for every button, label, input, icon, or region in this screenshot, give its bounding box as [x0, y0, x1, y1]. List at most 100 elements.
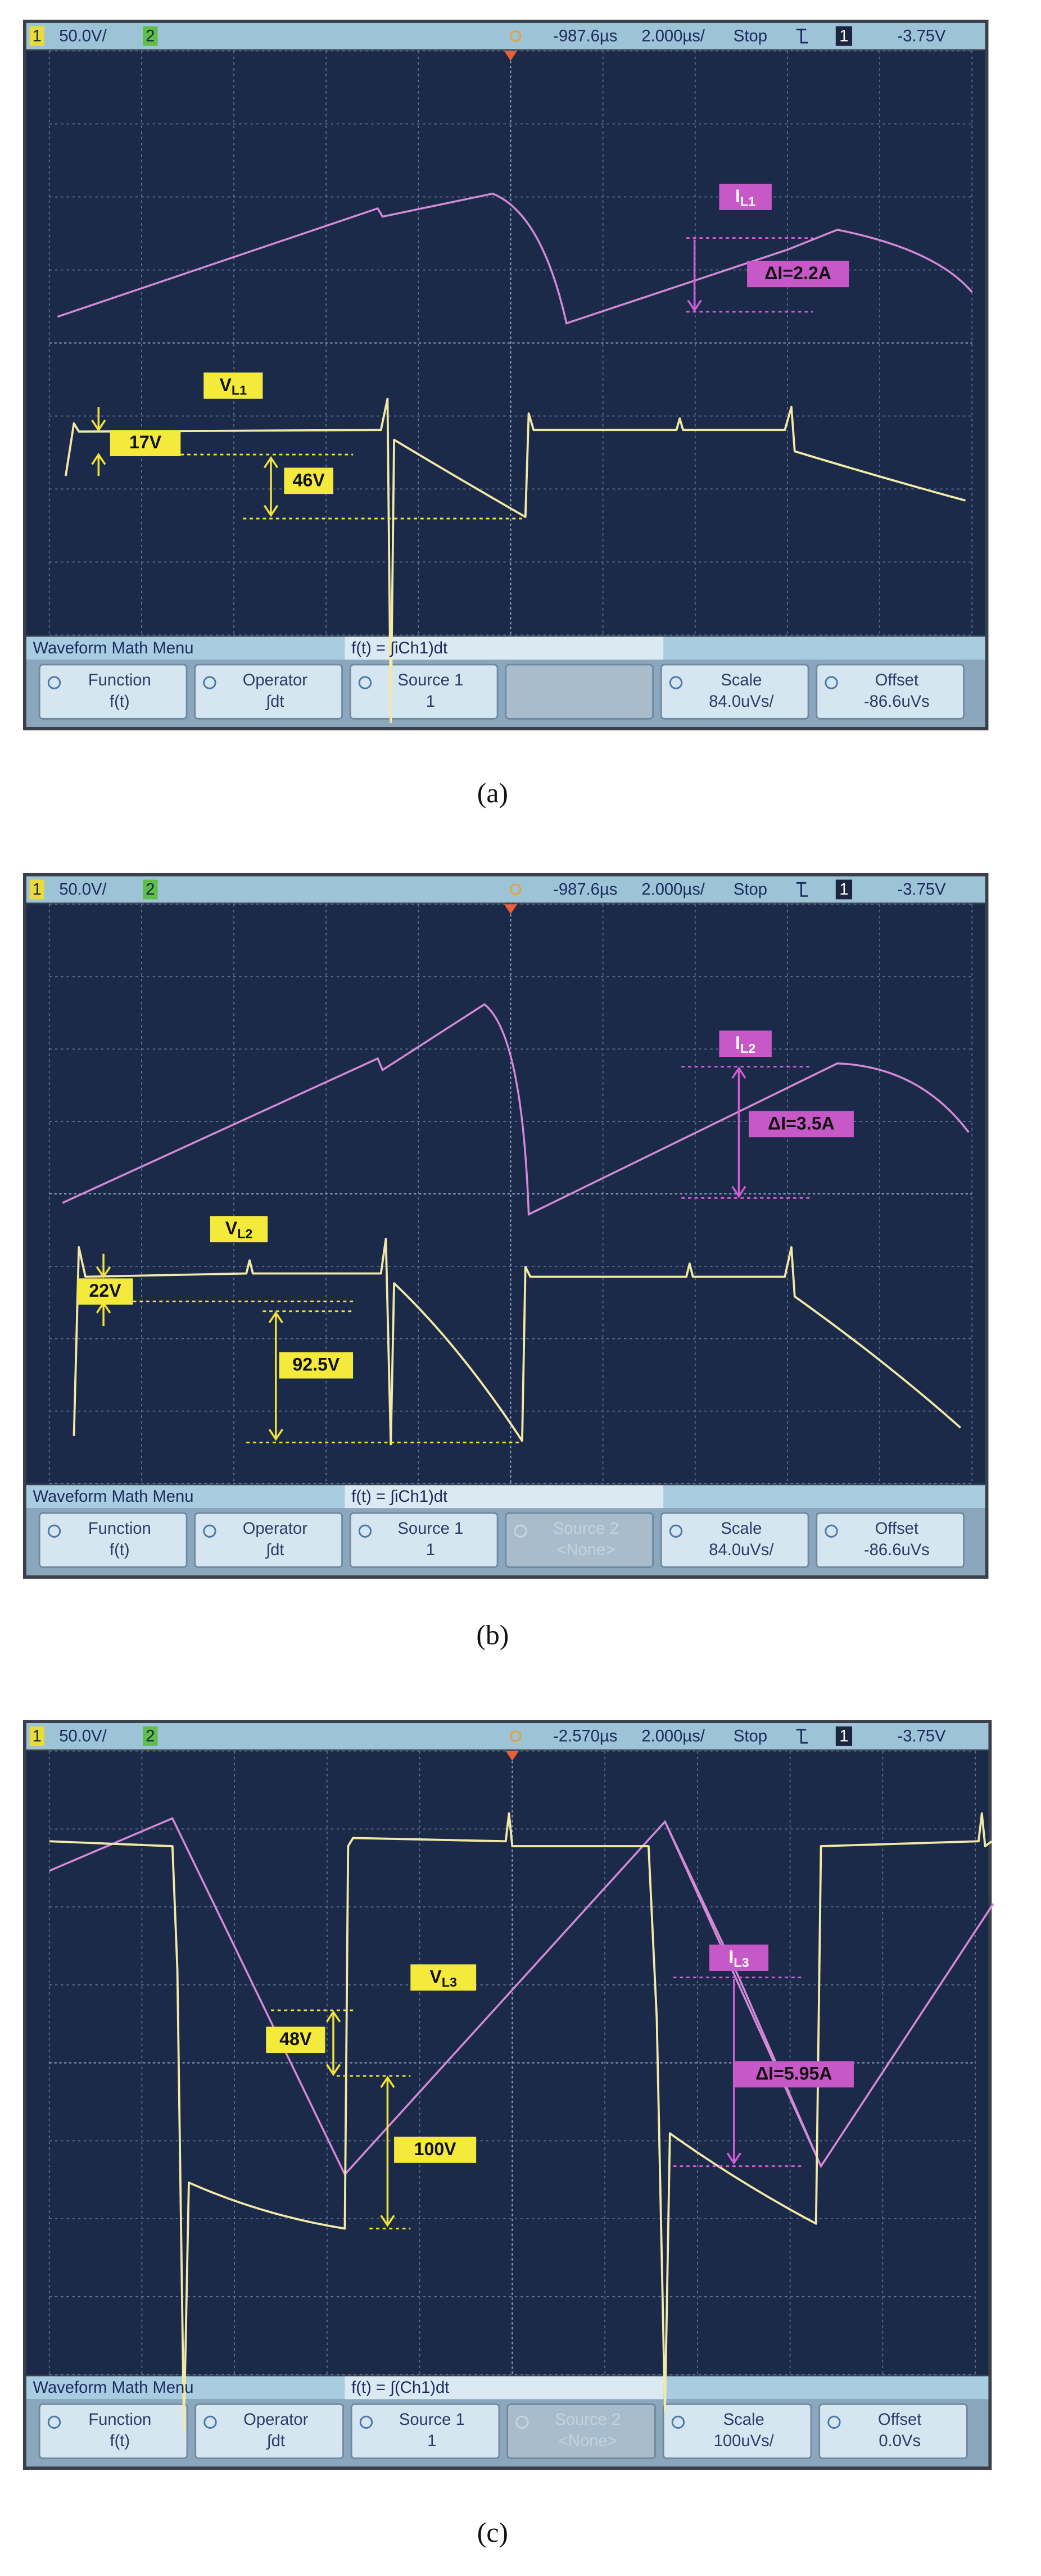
softkey-value: -86.6uVs — [864, 693, 930, 711]
annotation-text: I — [728, 1947, 734, 1968]
annotation-text: V — [219, 375, 232, 395]
softkey-value: 84.0uVs/ — [709, 693, 774, 711]
guide-line — [681, 1066, 813, 1199]
status-trigger-source: 1 — [839, 27, 848, 45]
softkey-name: Offset — [875, 671, 918, 689]
softkey-value: f(t) — [110, 1541, 130, 1559]
annotation-text: V — [225, 1219, 238, 1239]
softkey — [349, 664, 499, 720]
softkey-name: Function — [88, 671, 151, 689]
annotation-text: 46V — [293, 470, 325, 490]
channel-box — [143, 879, 158, 899]
current-trace — [57, 192, 973, 325]
softkey — [349, 1512, 499, 1568]
softkey-name: Source 2 — [555, 2411, 621, 2429]
softkey-icon — [47, 676, 61, 689]
guide-line — [180, 453, 522, 520]
softkey — [194, 1512, 343, 1568]
annotation-box — [719, 184, 772, 210]
softkey-name: Source 1 — [397, 671, 463, 689]
status-level: -3.75V — [898, 880, 947, 898]
annotation-box — [410, 1964, 477, 1991]
menu-title: Waveform Math Menu — [33, 639, 193, 657]
status-scale: 50.0V/ — [59, 27, 107, 45]
annotation-box — [203, 372, 263, 399]
arrow — [91, 407, 279, 517]
annotation-text: 22V — [89, 1281, 121, 1301]
annotation-subscript: L3 — [442, 1975, 457, 1989]
status-trigger-source: 1 — [839, 880, 848, 898]
guide-line — [673, 1977, 805, 2168]
arrow — [687, 239, 702, 312]
current-trace — [62, 1003, 970, 1216]
softkey-value: 1 — [427, 2432, 436, 2450]
softkey — [660, 1512, 809, 1568]
sun-icon — [510, 30, 522, 42]
annotation-box — [709, 1945, 769, 1971]
softkey — [660, 664, 809, 720]
status-ch1: 1 — [33, 880, 42, 898]
annotation-subscript: L1 — [740, 194, 755, 209]
status-bar — [26, 876, 985, 903]
voltage-trace — [73, 1238, 962, 1446]
softkey-icon — [514, 1524, 527, 1538]
status-level: -3.75V — [898, 1728, 947, 1746]
formula-box — [345, 2376, 664, 2400]
sun-icon — [510, 1730, 522, 1742]
softkey-value: 100uVs/ — [714, 2432, 775, 2450]
annotation-box — [210, 1216, 268, 1243]
labels: 1 50.0V/2 -987.6µs 2.000µs/Stop 1 -3.75V Wavef… — [33, 27, 946, 2548]
annotation-subscript: L1 — [232, 383, 247, 398]
softkey-icon — [358, 1524, 372, 1538]
softkey-value: 84.0uVs/ — [709, 1541, 774, 1559]
softkey-name: Operator — [243, 1520, 307, 1538]
channel-box — [835, 26, 853, 46]
arrow — [325, 2010, 395, 2227]
screens — [22, 20, 992, 2470]
annotation: IL3 — [728, 1947, 749, 1970]
softkey-icon — [203, 676, 216, 689]
annotation-text: 100V — [414, 2139, 457, 2159]
screen — [26, 904, 985, 1484]
status-ch2: 2 — [146, 880, 155, 898]
status-timebase: 2.000µs/ — [641, 880, 705, 898]
status-delay: -987.6µs — [553, 880, 617, 898]
channel-box — [29, 26, 44, 46]
trigger-marker — [504, 51, 518, 61]
trigger-marker — [504, 904, 518, 914]
status-trigger-source: 1 — [839, 1728, 848, 1746]
softkey-value: ∫dt — [265, 693, 284, 711]
guide-line — [686, 237, 813, 313]
status-run: Stop — [734, 880, 767, 898]
softkey — [194, 664, 343, 720]
annotation-box — [734, 2061, 854, 2088]
softkey-icon — [671, 2415, 685, 2429]
status-timebase: 2.000µs/ — [641, 1728, 705, 1746]
annotation: 92.5V — [292, 1355, 340, 1375]
status-bar — [26, 1723, 989, 1750]
menu-formula: f(t) = ∫iCh1)dt — [351, 1488, 447, 1506]
softkey-value: 0.0Vs — [879, 2432, 921, 2450]
trigger-marker — [505, 1751, 519, 1761]
channel-box — [29, 879, 44, 899]
softkey-name: Source 1 — [399, 2411, 465, 2429]
annotation-text: ΔI=3.5A — [768, 1114, 835, 1134]
channel-box — [29, 1726, 44, 1746]
voltage-trace — [65, 397, 966, 724]
softkey-value: 1 — [426, 1541, 435, 1559]
annotation-box — [110, 430, 181, 457]
softkey-name: Offset — [878, 2411, 921, 2429]
caption: (a) — [477, 778, 508, 808]
screen — [26, 51, 985, 635]
status-run: Stop — [734, 27, 767, 45]
annotation-box — [747, 261, 849, 288]
softkey — [505, 1512, 654, 1568]
softkey-value: <None> — [556, 1541, 615, 1559]
softkey-icon — [669, 676, 683, 689]
softkey — [818, 2403, 968, 2459]
softkey — [38, 664, 188, 720]
annotation-box — [77, 1278, 133, 1305]
status-scale: 50.0V/ — [59, 880, 107, 898]
softkey — [38, 2403, 188, 2459]
softkey — [350, 2403, 500, 2459]
